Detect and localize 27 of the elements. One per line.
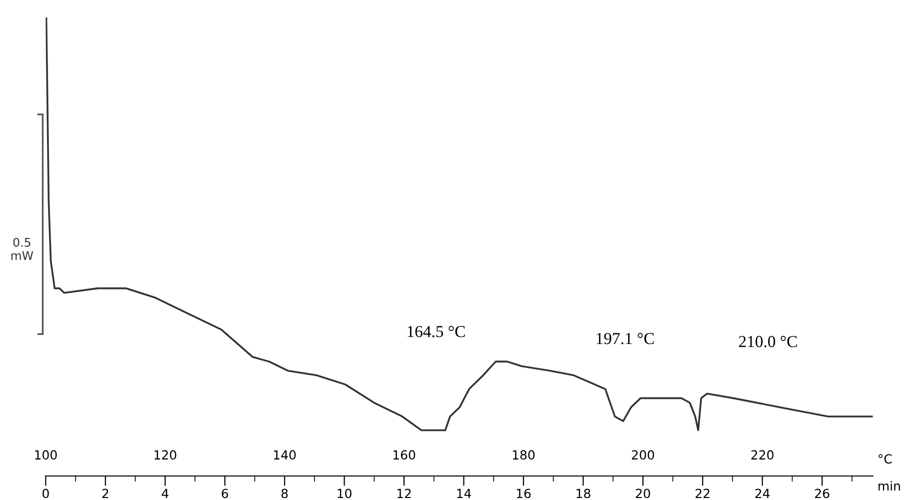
x-tick-label: 8 — [281, 488, 288, 498]
x2-tick-label: 120 — [154, 450, 176, 460]
annotation: 197.1 °C — [596, 332, 654, 344]
x2-tick-label: 180 — [512, 450, 535, 460]
x-tick-label: 24 — [755, 488, 770, 498]
x2-tick-label: 160 — [393, 450, 416, 460]
x-tick-label: 18 — [576, 488, 590, 498]
x2-tick-label: 100 — [35, 450, 57, 460]
x-tick-label: 16 — [516, 488, 531, 498]
x-tick-label: 10 — [338, 488, 352, 498]
annotation: 210.0 °C — [739, 336, 797, 348]
x-tick-label: 22 — [696, 488, 710, 498]
x2-axis-title: °C — [878, 454, 892, 464]
x-tick-label: 12 — [397, 488, 411, 498]
x-tick-label: 6 — [222, 488, 228, 498]
x-tick-label: 4 — [162, 488, 168, 498]
x-tick-label: 14 — [457, 488, 472, 498]
x2-tick-label: 220 — [751, 450, 774, 460]
x-tick-label: 26 — [815, 488, 830, 498]
x-tick-label: 20 — [636, 488, 650, 498]
x-axis-title: min — [878, 481, 900, 490]
x-tick-label: 0 — [42, 488, 49, 498]
x-tick-label: 2 — [102, 488, 108, 498]
y-axis-title: 0.5 mW — [11, 238, 34, 260]
x2-tick-label: 200 — [632, 450, 654, 460]
annotation: 164.5 °C — [408, 326, 465, 338]
x2-tick-label: 140 — [274, 450, 296, 460]
